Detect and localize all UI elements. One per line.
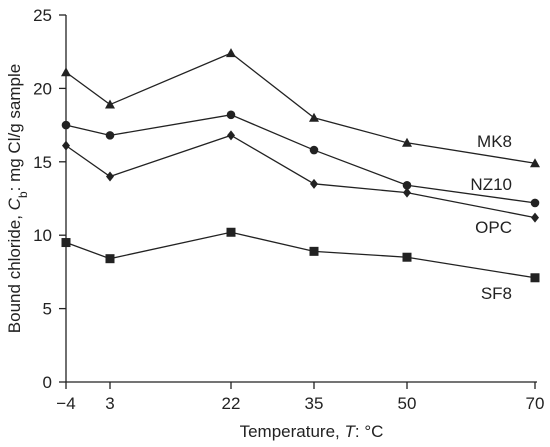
data-point-mk8 <box>402 137 412 147</box>
data-point-nz10 <box>309 145 319 155</box>
x-tick-label: 70 <box>526 394 545 413</box>
y-axis-title: Bound chloride, Cb: mg Cl/g sample <box>5 64 30 333</box>
data-point-opc <box>227 130 235 141</box>
series-line-mk8 <box>65 52 536 164</box>
data-point-opc <box>310 178 318 189</box>
y-axis-ticks: 0 5 10 15 20 25 <box>33 6 66 392</box>
series-label-opc: OPC <box>475 218 512 237</box>
data-point-sf8 <box>530 273 540 283</box>
data-point-mk8 <box>226 48 236 58</box>
data-point-sf8 <box>226 227 236 237</box>
series-mk8 <box>61 48 540 168</box>
data-point-sf8 <box>61 238 71 248</box>
x-axis-title: Temperature, T: °C <box>240 422 384 441</box>
data-point-mk8 <box>309 112 319 122</box>
data-point-sf8 <box>402 252 412 262</box>
x-tick-label: 22 <box>222 394 241 413</box>
series-label-nz10: NZ10 <box>470 175 512 194</box>
x-tick-label: 35 <box>305 394 324 413</box>
y-tick-label: 10 <box>33 226 52 245</box>
data-point-opc <box>62 140 70 151</box>
series-labels: MK8 NZ10 OPC SF8 <box>470 132 512 303</box>
data-point-nz10 <box>226 110 236 120</box>
data-point-nz10 <box>61 120 71 130</box>
data-point-mk8 <box>105 99 115 109</box>
series-sf8 <box>61 227 540 283</box>
x-tick-label: 3 <box>105 394 114 413</box>
series-group <box>61 48 540 283</box>
series-nz10 <box>61 110 540 208</box>
data-point-mk8 <box>61 67 71 77</box>
series-line-opc <box>65 134 536 219</box>
data-point-nz10 <box>530 198 540 208</box>
series-label-sf8: SF8 <box>481 284 512 303</box>
data-point-nz10 <box>402 180 412 190</box>
axes <box>65 15 537 383</box>
series-line-nz10 <box>65 114 536 204</box>
data-point-opc <box>106 171 114 182</box>
data-point-opc <box>531 212 539 223</box>
y-tick-label: 25 <box>33 6 52 25</box>
series-line-sf8 <box>65 231 536 279</box>
data-point-sf8 <box>105 254 115 264</box>
data-point-nz10 <box>105 131 115 140</box>
data-point-mk8 <box>530 158 540 168</box>
data-point-opc <box>403 187 411 198</box>
series-label-mk8: MK8 <box>477 132 512 151</box>
y-tick-label: 20 <box>33 79 52 98</box>
y-tick-label: 0 <box>43 373 52 392</box>
x-axis-ticks: −4 3 22 35 50 70 <box>56 382 544 413</box>
series-opc <box>62 130 539 223</box>
x-tick-label: 50 <box>398 394 417 413</box>
y-tick-label: 5 <box>43 300 52 319</box>
y-tick-label: 15 <box>33 153 52 172</box>
x-tick-label: −4 <box>56 394 75 413</box>
data-point-sf8 <box>309 246 319 256</box>
